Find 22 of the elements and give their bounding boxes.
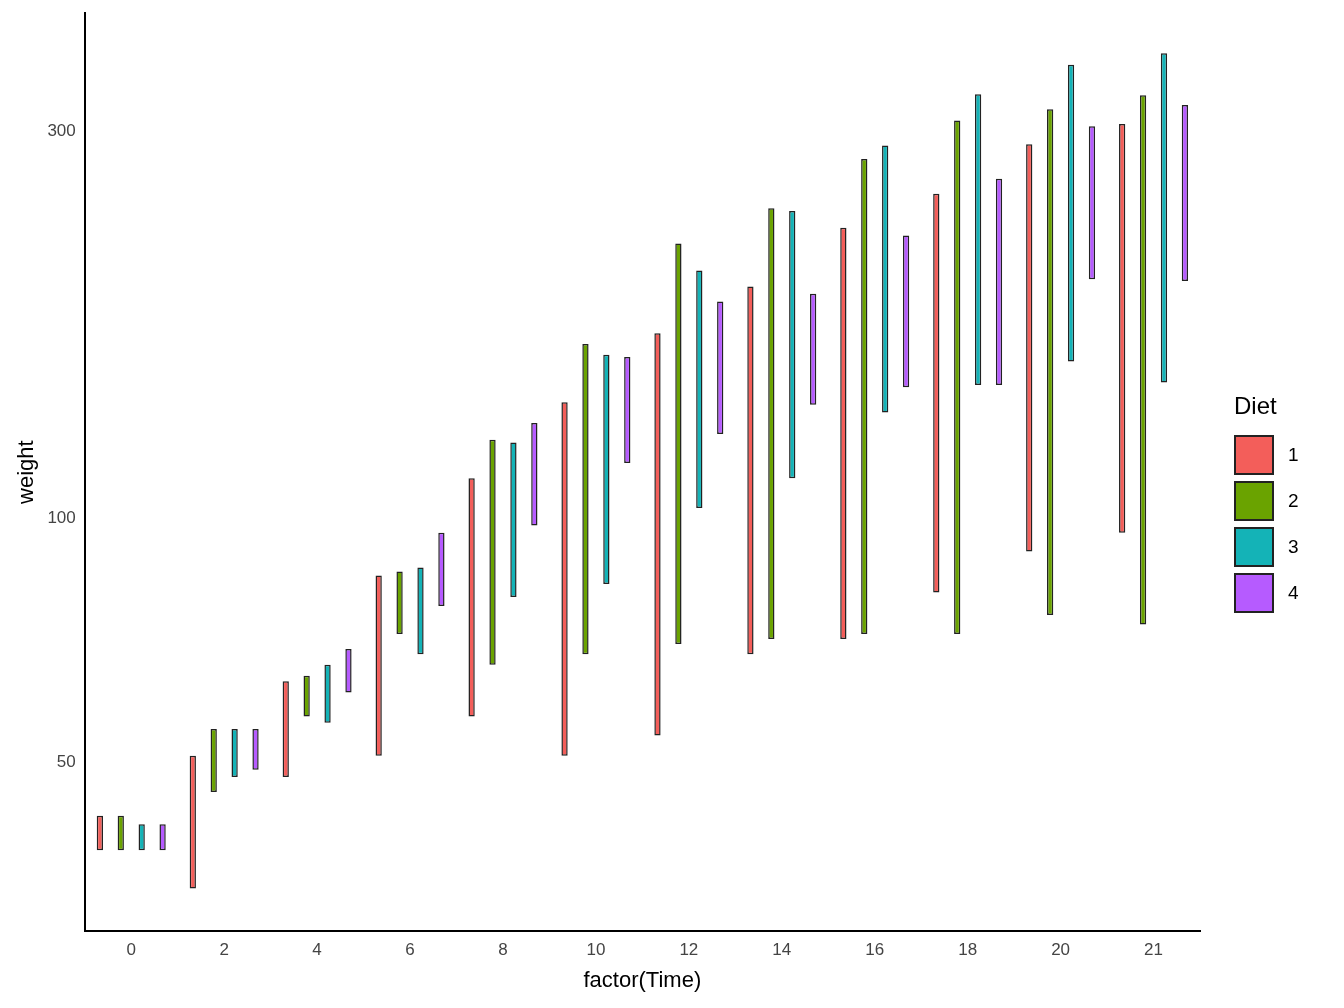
y-tick-label: 50: [56, 752, 76, 772]
legend-label: 1: [1288, 444, 1299, 466]
y-tick-label: 300: [47, 120, 76, 140]
y-axis-title: weight: [13, 440, 39, 505]
x-tick-label: 14: [772, 940, 792, 960]
x-tick-label: 12: [679, 940, 699, 960]
x-axis-title: factor(Time): [583, 966, 702, 992]
x-tick-label: 21: [1144, 940, 1163, 960]
x-tick-label: 10: [586, 940, 606, 960]
x-tick-label: 6: [405, 940, 415, 960]
legend-label: 2: [1288, 490, 1299, 512]
legend-label: 3: [1288, 536, 1299, 558]
x-tick-label: 18: [958, 940, 978, 960]
x-tick-label: 16: [865, 940, 885, 960]
x-tick-label: 4: [312, 940, 322, 960]
y-tick-label: 100: [47, 507, 76, 527]
x-tick-label: 20: [1051, 940, 1071, 960]
legend-title: Diet: [1234, 392, 1278, 420]
legend-label: 4: [1288, 582, 1299, 604]
x-tick-label: 8: [498, 940, 508, 960]
x-tick-label: 0: [126, 940, 136, 960]
x-tick-label: 2: [219, 940, 229, 960]
